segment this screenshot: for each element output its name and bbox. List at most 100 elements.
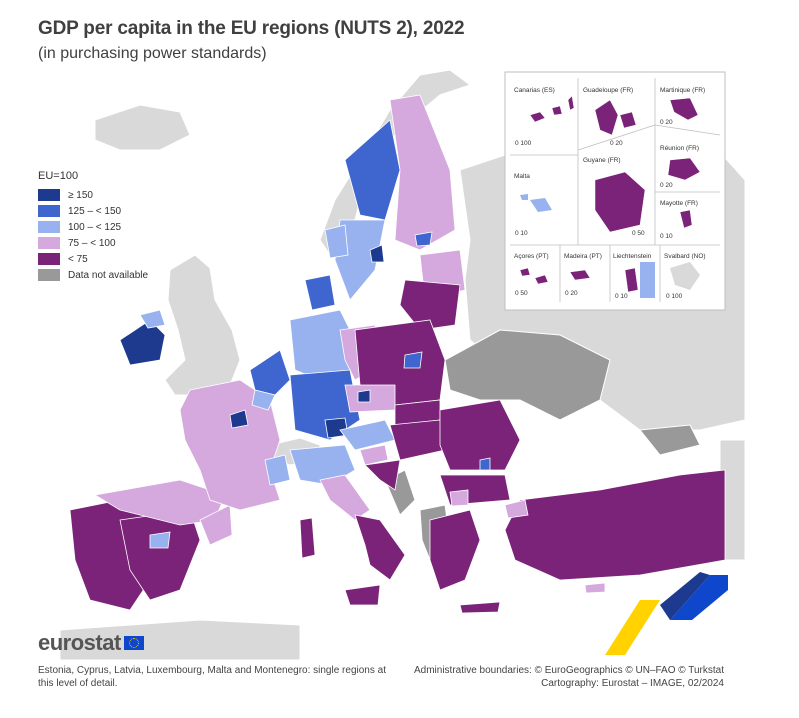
choropleth-map: Canarias (ES) Guadeloupe (FR) Martinique… xyxy=(59,69,746,660)
scale-guyane: 0 50 xyxy=(632,230,645,237)
legend: EU=100 ≥ 150 125 – < 150 100 – < 125 75 – <… xyxy=(38,170,148,283)
scale-guadeloupe: 0 20 xyxy=(610,140,623,147)
legend-swatch xyxy=(38,189,60,201)
inset-shape-liechtenstein xyxy=(624,267,639,293)
inset-shape-mayotte xyxy=(679,209,693,229)
legend-item: ≥ 150 xyxy=(38,187,148,203)
legend-label: < 75 xyxy=(68,253,88,265)
region-belgium-south xyxy=(251,389,276,411)
legend-item: Data not available xyxy=(38,267,148,283)
region-norway-oslo xyxy=(324,224,349,259)
region-lithuania xyxy=(399,279,461,331)
legend-swatch xyxy=(38,205,60,217)
inset-label-svalbard: Svalbard (NO) xyxy=(664,253,706,260)
blue-ribbon-2 xyxy=(660,572,710,620)
region-cyprus xyxy=(584,582,606,594)
inset-panel: Canarias (ES) Guadeloupe (FR) Martinique… xyxy=(504,71,726,311)
inset-label-mayotte: Mayotte (FR) xyxy=(660,200,698,207)
region-helsinki xyxy=(414,231,433,247)
region-sicily xyxy=(344,584,381,606)
north-africa xyxy=(59,619,301,660)
legend-title: EU=100 xyxy=(38,170,79,182)
inset-label-liechtenstein: Liechtenstein xyxy=(613,253,652,260)
region-turkey xyxy=(504,469,726,581)
legend-label: 125 – < 150 xyxy=(68,205,122,217)
scale-reunion: 0 20 xyxy=(660,182,673,189)
region-finland xyxy=(389,94,456,251)
region-benelux xyxy=(249,349,291,396)
great-britain xyxy=(164,254,241,396)
inset-shape-guadeloupe xyxy=(594,99,637,136)
scale-liechtenstein: 0 10 xyxy=(615,293,628,300)
scale-mayotte: 0 10 xyxy=(660,233,673,240)
footnote-cartography: Cartography: Eurostat – IMAGE, 02/2024 xyxy=(541,678,724,689)
legend-label: ≥ 150 xyxy=(68,189,93,201)
region-paris xyxy=(229,409,249,429)
eu-regions xyxy=(69,94,726,614)
inset-label-madeira: Madeira (PT) xyxy=(564,253,602,260)
scale-malta: 0 10 xyxy=(515,230,528,237)
region-catalonia xyxy=(199,504,233,546)
region-stockholm xyxy=(369,244,385,263)
region-hungary xyxy=(389,419,446,461)
legend-item: < 75 xyxy=(38,251,148,267)
inset-shape-svalbard xyxy=(670,262,700,290)
region-ireland-west xyxy=(139,309,166,329)
region-bucharest xyxy=(479,457,491,471)
region-italy-south xyxy=(354,514,406,581)
inset-label-reunion: Réunion (FR) xyxy=(660,145,699,152)
inset-shape-malta xyxy=(520,194,552,212)
legend-items: ≥ 150 125 – < 150 100 – < 125 75 – < 100 < 7… xyxy=(38,187,148,283)
footnote-right: Administrative boundaries: © EuroGeograp… xyxy=(364,664,724,690)
legend-item: 125 – < 150 xyxy=(38,203,148,219)
ukraine xyxy=(444,329,611,421)
iceland xyxy=(94,104,191,151)
region-italy-centre xyxy=(319,474,371,521)
region-croatia xyxy=(364,459,401,491)
region-madrid xyxy=(149,531,171,549)
scale-acores: 0 50 xyxy=(515,290,528,297)
inset-label-martinique: Martinique (FR) xyxy=(660,87,705,94)
georgia xyxy=(639,424,701,456)
region-bulgaria xyxy=(439,474,511,506)
map-title: GDP per capita in the EU regions (NUTS 2… xyxy=(38,18,465,39)
inset-shape-guyane xyxy=(594,171,646,233)
footnote-boundaries: Administrative boundaries: © EuroGeograp… xyxy=(413,665,724,676)
region-rhone-alpes xyxy=(264,454,291,486)
scale-canarias: 0 100 xyxy=(515,140,532,147)
legend-label: 100 – < 125 xyxy=(68,221,122,233)
legend-swatch xyxy=(38,221,60,233)
region-prague xyxy=(357,389,371,403)
inset-shape-canarias xyxy=(529,95,575,123)
region-greece xyxy=(429,509,481,591)
legend-swatch xyxy=(38,269,60,281)
inset-shape-madeira xyxy=(569,269,591,281)
legend-item: 100 – < 125 xyxy=(38,219,148,235)
region-sardinia xyxy=(299,517,316,559)
region-istanbul xyxy=(504,499,529,519)
region-sweden-north xyxy=(344,119,401,221)
footnote-left: Estonia, Cyprus, Latvia, Luxembourg, Mal… xyxy=(38,665,386,689)
blue-ribbon xyxy=(670,575,728,620)
yellow-ribbon xyxy=(605,600,660,655)
legend-swatch xyxy=(38,237,60,249)
decorative-ribbons xyxy=(605,572,728,655)
inset-label-acores: Açores (PT) xyxy=(514,253,549,260)
region-sofia xyxy=(449,489,469,507)
inset-shape-liechtenstein-neighbours xyxy=(640,262,655,298)
legend-label: 75 – < 100 xyxy=(68,237,116,249)
inset-label-guyane: Guyane (FR) xyxy=(583,157,621,164)
inset-shape-martinique xyxy=(669,97,699,121)
scale-martinique: 0 20 xyxy=(660,119,673,126)
scale-svalbard: 0 100 xyxy=(666,293,683,300)
scale-madeira: 0 20 xyxy=(565,290,578,297)
inset-shape-reunion xyxy=(667,157,701,181)
eu-flag-icon xyxy=(123,636,144,650)
map-subtitle: (in purchasing power standards) xyxy=(38,45,267,62)
region-warsaw xyxy=(403,351,423,369)
legend-item: 75 – < 100 xyxy=(38,235,148,251)
region-crete xyxy=(459,601,501,614)
region-slovenia xyxy=(359,444,389,466)
eurostat-logo: eurostat xyxy=(38,630,144,656)
region-romania xyxy=(439,399,521,471)
